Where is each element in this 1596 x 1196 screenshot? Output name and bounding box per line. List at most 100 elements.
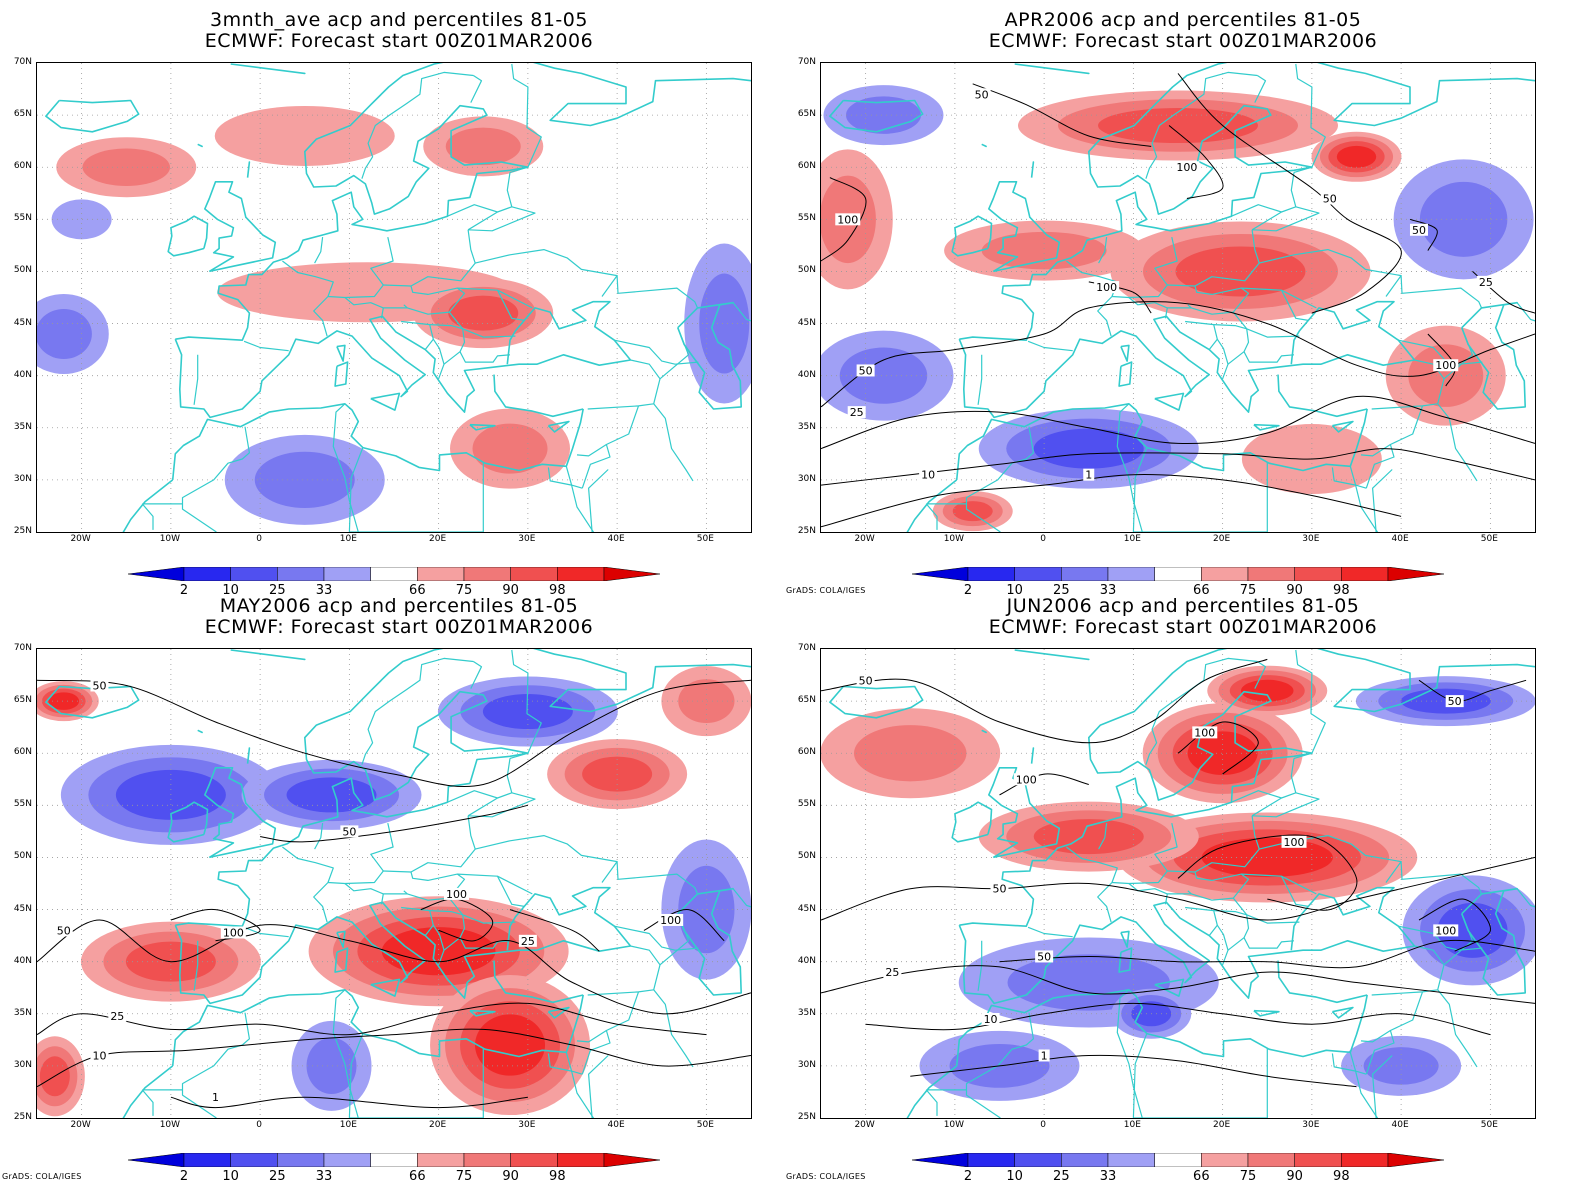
panel-title: JUN2006 acp and percentiles 81-05 — [1006, 595, 1360, 617]
coastline — [1253, 1009, 1280, 1017]
coastline — [171, 403, 584, 480]
coastline — [1120, 344, 1130, 362]
country-border — [1227, 897, 1250, 951]
contour-label-bg — [1083, 468, 1095, 481]
colorbar — [127, 566, 661, 582]
lon-tick-label: 40E — [607, 1120, 625, 1130]
country-border — [571, 1070, 595, 1118]
coastline — [981, 143, 987, 148]
map-panel-apr: APR2006 acp and percentiles 81-05 ECMWF: … — [784, 0, 1582, 598]
lat-tick-label: 35N — [13, 421, 32, 432]
percentile-map: 50 100 100 100 50 50 25 10 1 100 50 — [821, 649, 1535, 1118]
lat-tick-label: 65N — [13, 695, 32, 706]
colorbar-swatch-10 — [1014, 1152, 1062, 1168]
coastline — [334, 947, 349, 973]
country-border — [1443, 913, 1474, 966]
coastline — [45, 99, 140, 133]
coastline — [1120, 930, 1130, 948]
lon-tick-label: 20E — [429, 1120, 447, 1130]
contour-label: 10 — [921, 469, 935, 482]
country-border — [977, 354, 983, 405]
contour-label: 25 — [521, 935, 535, 948]
lat-tick-label: 35N — [13, 1007, 32, 1018]
coastline — [122, 1065, 174, 1118]
contour-line-50 — [37, 679, 751, 788]
colorbar-swatch-33 — [323, 1152, 371, 1168]
contour-line-25 — [37, 1002, 707, 1036]
colorbar-tick-label: 25 — [1053, 1169, 1070, 1184]
contour-label: 50 — [1412, 224, 1426, 237]
percentile-area-98 — [475, 1014, 546, 1076]
country-border — [1185, 906, 1218, 936]
colorbar-under-arrow — [127, 1152, 185, 1168]
country-border — [243, 340, 289, 352]
country-border — [732, 888, 751, 908]
contour-line-100 — [1177, 834, 1358, 911]
country-border — [547, 467, 572, 486]
country-border — [614, 925, 699, 951]
percentile-area-98 — [1241, 679, 1294, 702]
country-border — [653, 989, 694, 1068]
colorbar-tick-label: 90 — [502, 583, 519, 598]
contour-label-bg — [1038, 1049, 1050, 1062]
coastline — [1290, 886, 1416, 951]
lat-tick-label: 60N — [797, 747, 816, 758]
colorbar-tick-label: 90 — [1286, 583, 1303, 598]
colorbar-tick-label: 10 — [222, 583, 239, 598]
lat-tick-label: 30N — [797, 1059, 816, 1070]
country-border — [1371, 945, 1445, 996]
contour-label: 50 — [92, 679, 106, 692]
country-border — [1293, 63, 1326, 173]
lon-tick-label: 30E — [518, 534, 536, 544]
contour-label: 100 — [1194, 726, 1215, 739]
lon-tick-label: 50E — [696, 534, 714, 544]
country-border — [1331, 1053, 1356, 1072]
colorbar-swatch-90 — [1294, 566, 1342, 582]
contour-line-50 — [999, 939, 1535, 969]
coastline — [230, 649, 306, 661]
lat-tick-label: 30N — [13, 473, 32, 484]
coastline — [1118, 947, 1133, 973]
colorbar-swatch-66 — [417, 566, 465, 582]
contour-line-100 — [1168, 125, 1224, 199]
contour-line-1 — [910, 1054, 1357, 1088]
map-panel-jun: JUN2006 acp and percentiles 81-05 ECMWF: … — [784, 586, 1582, 1184]
country-border — [475, 835, 618, 883]
contour-line-25 — [509, 909, 600, 952]
country-border — [616, 861, 699, 895]
country-border — [1372, 469, 1393, 532]
colorbar-swatch-66 — [417, 1152, 465, 1168]
colorbar-swatch-2 — [183, 566, 231, 582]
contour-label-bg — [90, 679, 109, 692]
percentile-area-66 — [214, 105, 395, 166]
country-border — [282, 846, 334, 923]
percentile-area-90 — [1098, 108, 1258, 144]
contour-label: 50 — [342, 825, 356, 838]
percentile-area-25 — [37, 308, 92, 359]
percentile-area-90 — [1175, 246, 1306, 297]
colorbar-tick-label: 66 — [1193, 583, 1210, 598]
percentile-area-90 — [952, 501, 993, 522]
colorbar-swatch-98 — [557, 1152, 605, 1168]
map-frame: 50 25 10 1 100 100 50 50 100 100 50 25 — [820, 62, 1536, 533]
lat-tick-label: 45N — [797, 903, 816, 914]
contour-label: 50 — [993, 883, 1007, 896]
contour-label: 50 — [1448, 695, 1462, 708]
coastline — [829, 99, 924, 133]
contour-label-bg — [847, 406, 866, 419]
colorbar-over-arrow — [1387, 1152, 1445, 1168]
lon-tick-label: 30E — [1302, 1120, 1320, 1130]
country-border — [1132, 1033, 1148, 1118]
lat-tick-label: 25N — [13, 1112, 32, 1122]
panel-title: APR2006 acp and percentiles 81-05 — [1004, 9, 1362, 31]
lon-tick-label: 10W — [159, 534, 181, 544]
country-border — [1252, 206, 1320, 232]
lon-tick-label: 40E — [607, 534, 625, 544]
contour-label: 100 — [837, 213, 858, 226]
contour-label: 25 — [885, 966, 899, 979]
coastline — [959, 649, 1313, 927]
colorbar-tick-label: 75 — [1239, 583, 1257, 598]
colorbar-swatch-90 — [510, 1152, 558, 1168]
lon-tick-label: 10E — [1123, 1120, 1141, 1130]
country-border — [462, 914, 516, 924]
